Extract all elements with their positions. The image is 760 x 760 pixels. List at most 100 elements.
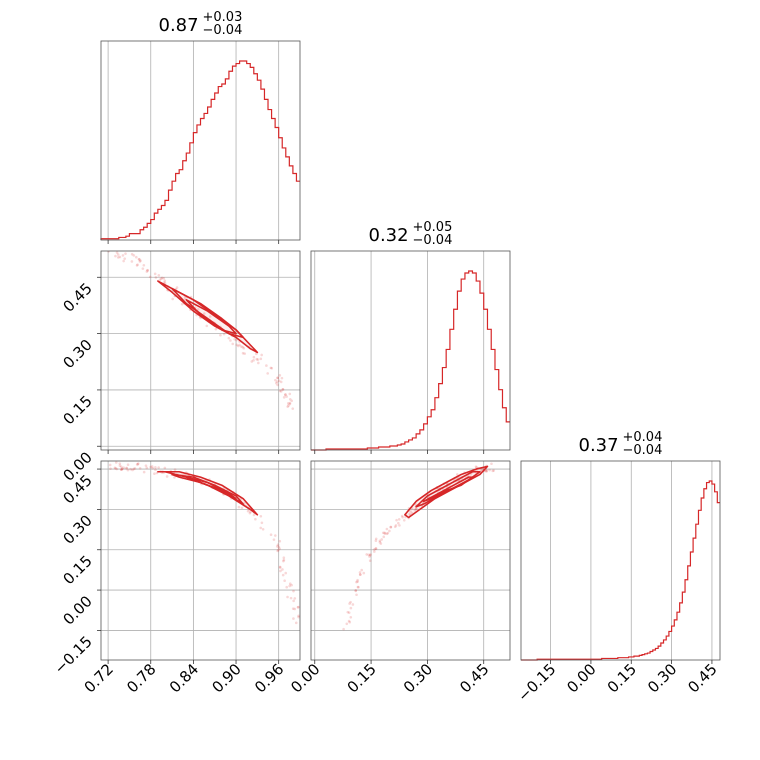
sample-point	[365, 553, 369, 556]
sample-point	[214, 327, 218, 331]
sample-point	[485, 469, 488, 473]
sample-point	[120, 468, 123, 471]
sample-point	[134, 255, 138, 259]
sample-point	[266, 372, 269, 375]
sample-point	[385, 532, 389, 536]
sample-point	[153, 272, 157, 276]
sample-point	[141, 267, 145, 270]
histogram-title-median: 0.32	[369, 225, 409, 246]
sample-point	[125, 467, 128, 470]
sample-point	[196, 308, 200, 311]
axis-frame	[100, 250, 301, 451]
sample-point	[374, 547, 378, 550]
contour-level	[422, 476, 474, 503]
sample-point	[163, 279, 167, 283]
sample-point	[261, 527, 265, 531]
sample-point	[283, 579, 286, 583]
sample-point	[277, 545, 281, 549]
axis-frame	[310, 250, 511, 451]
x-tick-label: 0.15	[344, 660, 380, 696]
sample-point	[354, 589, 358, 593]
contour-level	[157, 280, 259, 354]
sample-point	[252, 513, 256, 517]
sample-point	[358, 573, 362, 576]
sample-point	[342, 627, 345, 631]
sample-point	[241, 351, 245, 355]
sample-point	[389, 525, 393, 529]
x-tick-label: 0.30	[644, 660, 680, 696]
sample-point	[278, 539, 282, 543]
sample-point	[355, 593, 358, 597]
sample-point	[122, 259, 125, 263]
sample-point	[367, 553, 371, 557]
sample-point	[480, 468, 483, 471]
sample-point	[292, 599, 295, 603]
histogram-title-median: 0.37	[579, 435, 619, 456]
sample-point	[276, 376, 280, 380]
sample-point	[345, 622, 349, 626]
x-tick-label: 0.00	[563, 660, 599, 696]
sample-point	[283, 393, 287, 397]
sample-point	[276, 549, 279, 553]
sample-point	[113, 466, 117, 470]
sample-point	[120, 465, 123, 469]
x-tick-label: 0.15	[604, 660, 640, 696]
sample-point	[413, 508, 417, 512]
histogram-title-median: 0.87	[159, 15, 199, 36]
sample-point	[277, 379, 281, 383]
contour-level	[171, 473, 244, 505]
sample-point	[349, 606, 353, 610]
sample-point	[359, 573, 362, 576]
sample-point	[260, 353, 263, 357]
y-tick-label: 0.45	[59, 279, 95, 315]
sample-point	[292, 617, 295, 620]
sample-point	[287, 404, 290, 407]
sample-point	[118, 462, 122, 465]
sample-point	[349, 600, 352, 604]
sample-point	[137, 257, 141, 261]
histogram-title-lower: −0.04	[203, 23, 243, 38]
sample-point	[278, 565, 282, 569]
sample-point	[159, 277, 163, 280]
sample-point	[270, 366, 274, 370]
sample-point	[154, 468, 157, 472]
sample-point	[368, 559, 372, 563]
sample-point	[116, 253, 120, 256]
sample-point	[120, 467, 124, 470]
sample-point	[162, 277, 166, 280]
sample-point	[138, 466, 142, 470]
sample-point	[383, 531, 386, 535]
sample-point	[296, 606, 300, 609]
sample-point	[279, 569, 282, 573]
sample-point	[108, 244, 111, 247]
sample-point	[276, 376, 279, 380]
sample-point	[151, 466, 155, 470]
y-tick-label: 0.15	[59, 392, 95, 428]
x-tick-label: 0.45	[456, 660, 492, 696]
sample-point	[286, 405, 290, 408]
sample-point	[275, 545, 279, 548]
sample-point	[373, 548, 376, 551]
y-tick-label: 0.15	[59, 552, 95, 588]
sample-point	[291, 607, 295, 610]
sample-point	[259, 526, 263, 530]
sample-point	[290, 399, 294, 403]
sample-point	[414, 507, 418, 510]
sample-point	[269, 533, 273, 537]
sample-point	[145, 270, 149, 273]
sample-point	[288, 392, 292, 396]
histogram-panel-2: 0.37 +0.04−0.04	[520, 430, 721, 664]
histogram-panel-1: 0.32 +0.05−0.04	[310, 220, 511, 454]
sample-point	[154, 465, 157, 469]
sample-point	[386, 531, 390, 535]
sample-point	[389, 525, 393, 529]
sample-point	[274, 378, 277, 382]
sample-point	[282, 558, 286, 562]
axis-frame	[100, 460, 301, 661]
sample-point	[274, 534, 277, 537]
sample-point	[374, 537, 378, 541]
sample-point	[492, 469, 496, 472]
sample-point	[349, 615, 353, 619]
x-tick-label: 0.78	[123, 660, 159, 696]
sample-point	[109, 246, 112, 249]
